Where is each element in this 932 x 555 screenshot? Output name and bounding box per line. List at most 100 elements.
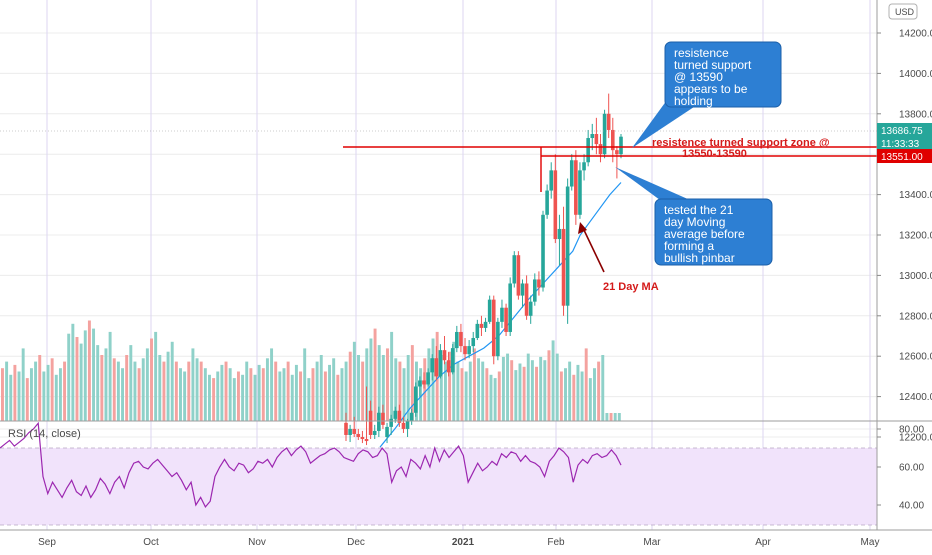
volume-bar	[67, 333, 71, 421]
volume-bar	[539, 356, 543, 421]
candle-body	[504, 307, 508, 332]
volume-bar	[79, 343, 83, 421]
volume-bar	[241, 374, 245, 421]
volume-bar	[203, 368, 207, 421]
volume-bar	[137, 368, 141, 421]
candles	[344, 93, 623, 446]
volume-bar	[588, 378, 592, 421]
volume-bar	[464, 371, 468, 421]
volume-bar	[390, 331, 394, 421]
volume-bar	[357, 355, 360, 421]
price-tick-label: 12600.00	[899, 352, 932, 363]
currency-badge[interactable]: USD	[888, 3, 918, 20]
candle-body	[434, 358, 439, 377]
volume-bar	[377, 345, 381, 421]
rsi-axis[interactable]: 80.00 60.00 40.00	[877, 425, 924, 512]
volume-bar	[187, 361, 191, 421]
rsi-label: RSI (14, close)	[8, 428, 81, 440]
volume-bar	[50, 358, 54, 421]
volume-bar	[448, 351, 452, 421]
price-axis[interactable]: 14200.0014000.0013800.0013600.0013400.00…	[877, 29, 932, 444]
volume-bar	[261, 368, 265, 421]
rsi-pane[interactable]: RSI (14, close)	[0, 421, 877, 526]
callout-bottom-line-1: tested the 21	[664, 203, 734, 217]
volume-bar	[373, 328, 377, 421]
candle-body	[549, 170, 554, 191]
volume-bar	[601, 355, 605, 421]
callout-bottom[interactable]: tested the 21 day Moving average before …	[615, 167, 773, 266]
volume-bar	[145, 348, 149, 421]
candle-body	[356, 433, 361, 437]
volume-bar	[294, 364, 298, 421]
candle-body	[602, 113, 607, 155]
time-tick-label: Nov	[248, 537, 266, 548]
volume-bar	[245, 361, 249, 421]
candle-body	[545, 190, 549, 215]
callout-top-line-4: appears to be	[674, 82, 748, 96]
volume-bar	[208, 374, 211, 421]
candle-body	[520, 283, 525, 296]
candle-body	[389, 418, 393, 427]
volume-bar	[274, 361, 278, 421]
volume-bar	[493, 378, 497, 421]
volume-bar	[63, 361, 67, 421]
volume-bar	[609, 413, 613, 421]
volume-bar	[253, 374, 257, 421]
candle-body	[578, 170, 582, 215]
candle-body	[590, 134, 595, 139]
volume-bar	[431, 338, 435, 421]
volume-bar	[551, 340, 555, 421]
volume-bar	[485, 368, 489, 421]
volume-bar	[365, 348, 369, 421]
volume-bar	[299, 371, 303, 421]
volume-bar	[394, 358, 398, 421]
price-tick-label: 14000.00	[899, 69, 932, 80]
volume-bar	[83, 330, 87, 421]
volume-bar	[576, 364, 580, 421]
volume-bar	[228, 368, 232, 421]
candle-body	[385, 426, 389, 437]
candle-body	[619, 136, 623, 155]
candle-body	[610, 129, 615, 151]
volume-bar	[481, 361, 485, 421]
volume-bar	[1, 368, 4, 421]
volume-bar	[452, 341, 456, 421]
candle-body	[344, 422, 348, 435]
volume-bar	[328, 364, 331, 421]
volume-bar	[580, 371, 584, 421]
volume-bar	[497, 371, 501, 421]
candle-body	[615, 150, 619, 155]
volume-bar	[179, 368, 182, 421]
volume-bar	[564, 368, 567, 421]
volume-bar	[183, 371, 187, 421]
candle-body	[512, 255, 517, 284]
volume-bar	[501, 356, 505, 421]
volume-bar	[34, 361, 38, 421]
price-tick-label: 13000.00	[899, 271, 932, 282]
time-axis[interactable]: Sep Oct Nov Dec 2021 Feb Mar Apr May	[38, 537, 879, 548]
candle-body	[533, 279, 537, 302]
volume-bar	[315, 361, 319, 421]
volume-bar	[398, 361, 402, 421]
volume-bar	[352, 341, 356, 421]
volume-bar	[154, 331, 158, 421]
time-tick-label: May	[861, 537, 880, 548]
candle-body	[401, 422, 406, 429]
volume-bar	[555, 353, 559, 421]
volume-bar	[522, 366, 526, 421]
volume-bar	[410, 345, 414, 421]
volume-bar	[257, 364, 261, 421]
callout-top[interactable]: resistence turned support @ 13590 appear…	[632, 41, 782, 148]
volume-bar	[547, 350, 551, 421]
candle-body	[516, 255, 521, 296]
candle-body	[561, 228, 566, 306]
candle-body	[508, 283, 512, 332]
time-tick-label: Sep	[38, 537, 56, 548]
volume-bar	[270, 348, 274, 421]
volume-bar	[199, 361, 203, 421]
volume-bar	[46, 364, 50, 421]
candle-body	[426, 372, 430, 385]
volume-bar	[212, 378, 216, 421]
volume-bar	[402, 368, 406, 421]
